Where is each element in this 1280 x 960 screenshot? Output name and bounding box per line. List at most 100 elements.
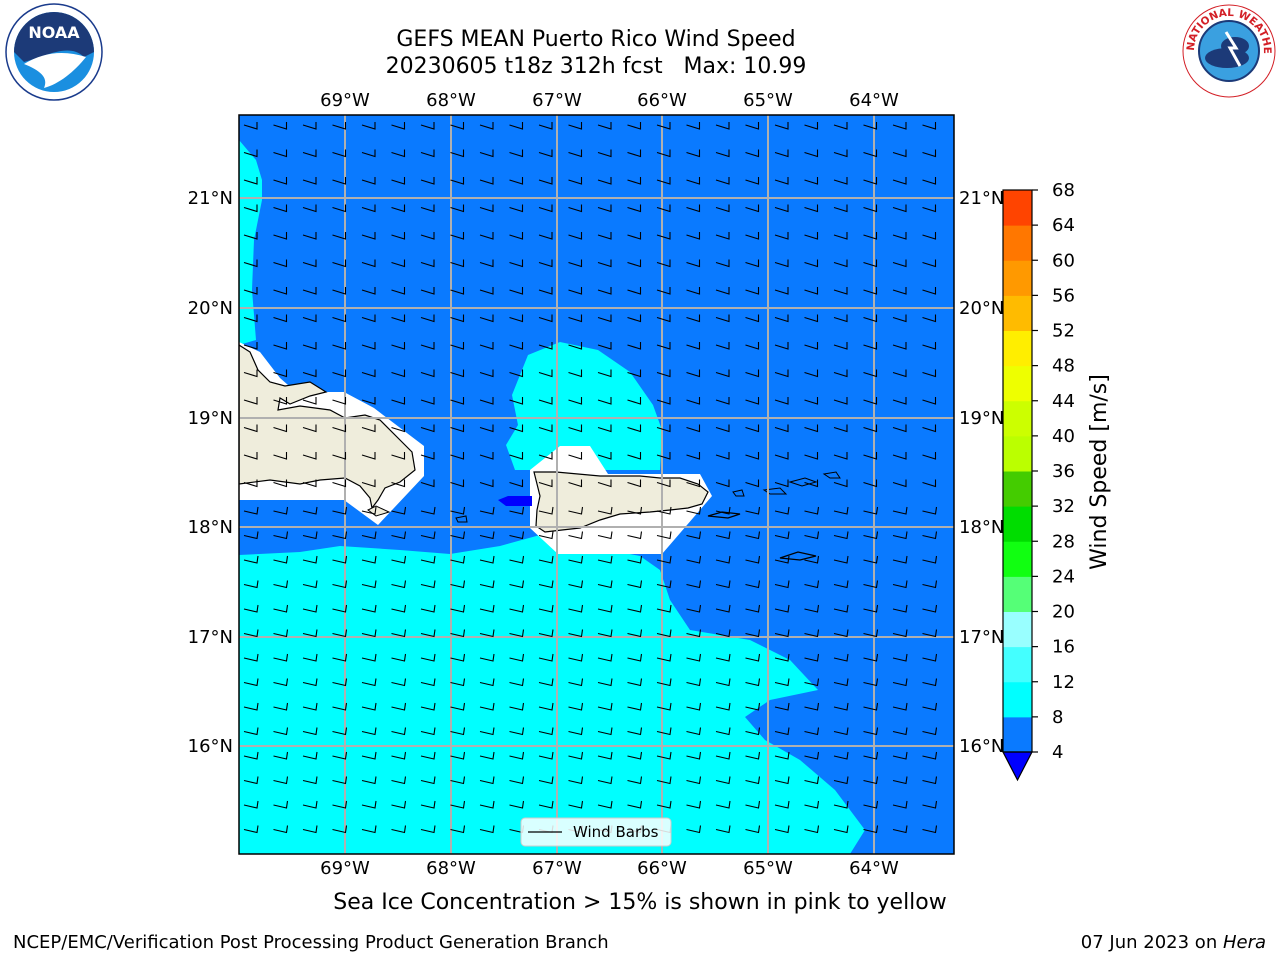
wind-barb	[332, 369, 347, 378]
wind-barb	[361, 825, 377, 834]
lat-label-right: 17°N	[959, 627, 1004, 648]
wind-barb	[597, 727, 613, 736]
wind-barb	[627, 177, 642, 185]
wind-barb	[774, 369, 789, 378]
wind-barb	[568, 369, 583, 378]
wind-barb	[715, 678, 731, 687]
colorbar-segment	[1003, 330, 1032, 367]
colorbar-segment	[1003, 611, 1032, 648]
wind-barb	[627, 149, 642, 158]
colorbar-segment	[1003, 716, 1032, 753]
colorbar-segment	[1003, 646, 1032, 683]
nws-logo: NATIONAL WEATHER SERVICE	[1180, 2, 1276, 98]
wind-barb	[538, 452, 553, 460]
wind-barb	[686, 369, 701, 378]
wind-barb	[745, 314, 760, 323]
land-virgin-islands-1	[732, 489, 745, 497]
wind-barb	[450, 177, 465, 185]
wind-barb	[273, 287, 288, 295]
wind-barb	[833, 397, 848, 405]
wind-barb	[745, 479, 760, 488]
colorbar-segment	[1003, 400, 1032, 437]
wind-barb	[509, 259, 524, 268]
wind-barb	[863, 604, 879, 613]
wind-barb	[391, 452, 406, 460]
wind-barb	[391, 149, 406, 158]
wind-barb	[833, 629, 849, 638]
wind-barb	[804, 149, 819, 158]
wind-barb	[243, 287, 258, 295]
wind-barb	[568, 424, 583, 433]
lon-label-top: 69°W	[320, 90, 370, 111]
wind-barb	[715, 259, 730, 268]
wind-barb	[361, 232, 376, 240]
wind-barb	[715, 653, 731, 662]
wind-barb	[391, 678, 407, 687]
wind-barb	[892, 369, 907, 378]
wind-barb	[361, 727, 377, 736]
wind-barb	[892, 604, 908, 613]
lat-label-right: 21°N	[959, 188, 1004, 209]
wind-barb	[804, 204, 819, 213]
wind-barb	[302, 604, 318, 613]
wind-barb	[774, 555, 790, 564]
wind-barb	[538, 122, 553, 130]
wind-barb	[361, 506, 377, 515]
wind-barb	[745, 678, 761, 687]
wind-barb	[715, 397, 730, 405]
wind-barb	[745, 776, 761, 785]
colorbar-tick-label: 24	[1052, 566, 1075, 587]
wind-barb	[391, 604, 407, 613]
wind-barb	[597, 424, 612, 433]
wind-barb	[774, 314, 789, 323]
wind-barb	[361, 149, 376, 158]
wind-barb	[597, 800, 613, 809]
wind-barb	[804, 122, 819, 130]
land-virgin-islands-4	[822, 471, 841, 479]
wind-barb	[273, 555, 289, 564]
wind-barb	[273, 314, 288, 323]
wind-barb	[627, 776, 643, 785]
wind-barb	[656, 149, 671, 158]
lon-label-bottom: 68°W	[426, 858, 476, 879]
wind-barb	[863, 653, 879, 662]
wind-barb	[450, 204, 465, 213]
wind-barb	[597, 452, 612, 460]
wind-barb	[450, 531, 466, 540]
wind-barb	[892, 531, 908, 540]
wind-barb	[892, 397, 907, 405]
lon-label-bottom: 69°W	[320, 858, 370, 879]
wind-barb	[656, 531, 672, 540]
wind-barb	[745, 177, 760, 185]
wind-barb	[686, 149, 701, 158]
wind-barb	[627, 259, 642, 268]
wind-barb	[420, 122, 435, 130]
wind-barb	[627, 580, 643, 589]
wind-barb	[774, 397, 789, 405]
wind-barb	[479, 287, 494, 295]
wind-barb	[479, 506, 495, 515]
wind-barb	[597, 259, 612, 268]
wind-barb	[479, 531, 495, 540]
wind-barb	[479, 342, 494, 350]
wind-barb	[627, 629, 643, 638]
wind-barb	[892, 727, 908, 736]
wind-barb	[863, 727, 879, 736]
wind-barb	[361, 629, 377, 638]
wind-barb	[361, 479, 376, 488]
wind-barb	[715, 177, 730, 185]
wind-barb	[892, 342, 907, 350]
wind-barb	[627, 122, 642, 130]
wind-barb	[774, 629, 790, 638]
wind-barb	[243, 479, 258, 488]
wind-barb	[509, 204, 524, 213]
wind-barb	[922, 204, 937, 213]
colorbar-segment	[1003, 435, 1032, 472]
wind-barb	[715, 531, 731, 540]
colorbar-tick-label: 28	[1052, 531, 1075, 552]
colorbar-tick-label: 64	[1052, 215, 1075, 236]
wind-barb	[922, 678, 938, 687]
wind-barb	[627, 727, 643, 736]
wind-barb	[804, 678, 820, 687]
lon-label-top: 68°W	[426, 90, 476, 111]
